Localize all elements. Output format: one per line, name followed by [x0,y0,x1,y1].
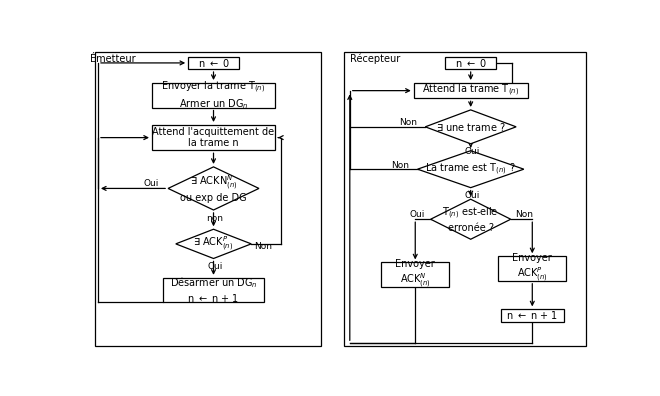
Polygon shape [430,199,511,239]
Text: Oui: Oui [207,262,222,270]
Text: Non: Non [255,242,273,251]
FancyBboxPatch shape [414,83,528,98]
FancyBboxPatch shape [498,256,566,281]
Text: Envoyer
ACK$^N_{(n)}$: Envoyer ACK$^N_{(n)}$ [395,259,435,290]
FancyBboxPatch shape [164,278,263,303]
Text: Oui: Oui [465,147,480,156]
Text: n $\leftarrow$ 0: n $\leftarrow$ 0 [455,57,486,69]
Text: Oui: Oui [465,191,480,200]
FancyBboxPatch shape [152,83,275,108]
Text: Désarmer un DG$_n$
n $\leftarrow$ n + 1: Désarmer un DG$_n$ n $\leftarrow$ n + 1 [170,276,257,305]
Text: Non: Non [391,161,410,170]
Text: Oui: Oui [409,210,424,219]
FancyBboxPatch shape [188,57,239,69]
FancyBboxPatch shape [446,57,496,69]
Text: T$_{(n)}$ est-elle
erronée ?: T$_{(n)}$ est-elle erronée ? [442,206,499,233]
Text: Attend la trame T$_{(n)}$: Attend la trame T$_{(n)}$ [422,83,519,98]
Polygon shape [176,229,251,259]
Polygon shape [418,151,524,188]
FancyBboxPatch shape [381,262,449,287]
FancyBboxPatch shape [152,125,275,150]
Text: Non: Non [515,210,533,219]
Text: $\exists$ ACK$^P_{(n)}$: $\exists$ ACK$^P_{(n)}$ [193,235,234,253]
Text: Envoyer
ACK$^P_{(n)}$: Envoyer ACK$^P_{(n)}$ [512,253,552,284]
Text: Oui: Oui [143,179,159,188]
Text: $\exists$ ACKN$^N_{(n)}$
ou exp de DG: $\exists$ ACKN$^N_{(n)}$ ou exp de DG [180,173,247,204]
Text: $\exists$ une trame ?: $\exists$ une trame ? [436,121,506,133]
Text: Attend l'acquittement de
la trame n: Attend l'acquittement de la trame n [152,127,275,148]
Text: n $\leftarrow$ n + 1: n $\leftarrow$ n + 1 [506,310,558,322]
Text: Émetteur: Émetteur [90,54,136,64]
Text: La trame est T$_{(n)}$ ?: La trame est T$_{(n)}$ ? [426,162,516,177]
Text: n $\leftarrow$ 0: n $\leftarrow$ 0 [197,57,230,69]
Text: Non: Non [399,118,417,128]
Text: Envoyer la trame T$_{(n)}$
Armer un DG$_n$: Envoyer la trame T$_{(n)}$ Armer un DG$_… [162,80,265,111]
FancyBboxPatch shape [501,309,564,322]
Polygon shape [425,110,516,144]
Text: Récepteur: Récepteur [350,54,400,64]
Polygon shape [168,167,259,210]
Text: non: non [207,214,224,223]
